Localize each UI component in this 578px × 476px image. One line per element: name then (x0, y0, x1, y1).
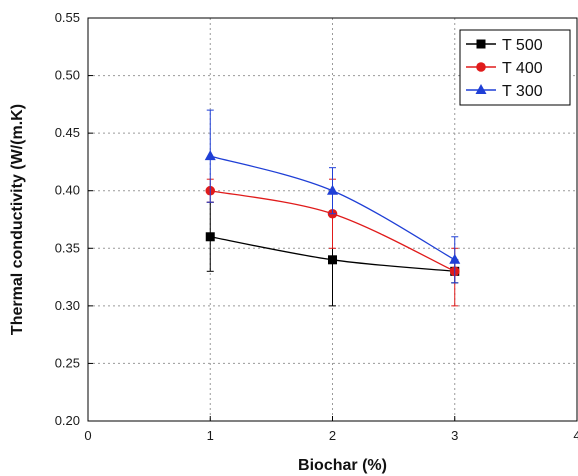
y-tick-label: 0.50 (55, 68, 80, 83)
legend-label: T 500 (502, 37, 543, 54)
y-tick-label: 0.25 (55, 355, 80, 370)
y-tick-label: 0.20 (55, 413, 80, 428)
legend: T 500 T 400 T 300 (459, 29, 571, 106)
legend-marker (475, 84, 487, 94)
legend-label: T 400 (502, 60, 543, 77)
y-tick-label: 0.45 (55, 125, 80, 140)
y-tick-label: 0.55 (55, 10, 80, 25)
y-tick-label: 0.40 (55, 183, 80, 198)
series-layer (204, 109, 461, 307)
y-tick-label: 0.35 (55, 240, 80, 255)
legend-marker (476, 62, 486, 72)
data-point (328, 255, 337, 265)
legend-item-t-500: T 500 (466, 37, 543, 54)
legend-item-t-300: T 300 (466, 83, 543, 100)
data-point (205, 232, 215, 242)
series-t-300 (204, 109, 461, 284)
axis-ticks: 0.20 0.25 0.30 0.35 0.40 0.45 0.50 0.55 0 1 2 3 4 (55, 10, 578, 443)
y-axis-title: Thermal conductivity (W/(m.K) (9, 104, 26, 335)
x-tick-label: 1 (207, 428, 214, 443)
legend-marker (476, 39, 486, 49)
y-tick-label: 0.30 (55, 298, 80, 313)
x-tick-label: 3 (451, 428, 458, 443)
x-tick-label: 4 (573, 428, 578, 443)
data-point (204, 150, 216, 161)
legend-label: T 300 (502, 83, 543, 100)
data-point (449, 253, 461, 264)
x-axis-title: Biochar (%) (298, 457, 387, 474)
x-tick-label: 2 (329, 428, 336, 443)
legend-item-t-400: T 400 (466, 60, 543, 77)
x-tick-label: 0 (84, 428, 91, 443)
data-point (327, 184, 338, 195)
